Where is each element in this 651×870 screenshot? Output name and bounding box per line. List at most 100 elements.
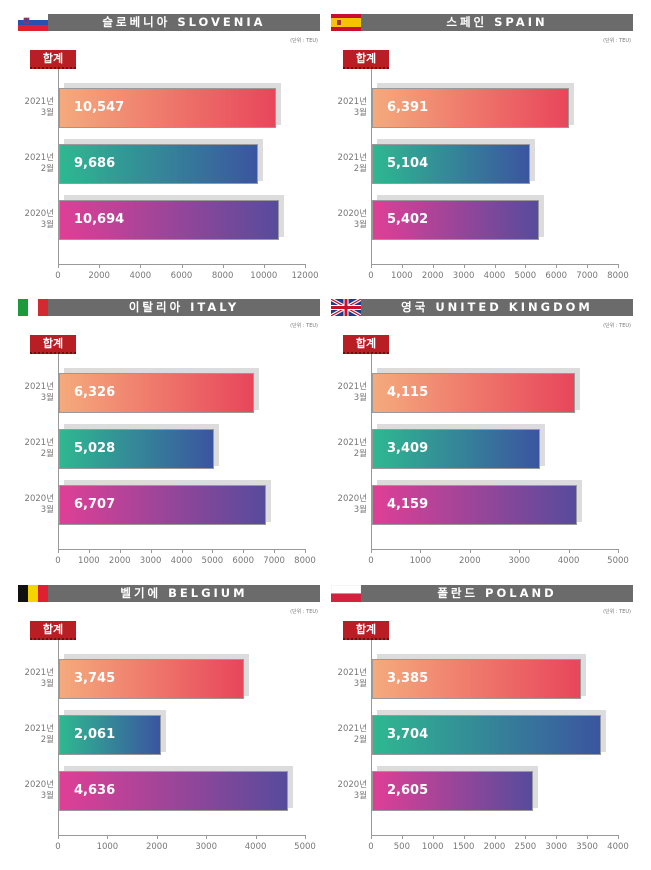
x-tick [274,549,276,553]
x-tick [494,835,496,839]
category-year: 2021년 [337,668,367,678]
x-tick [556,835,558,839]
chart-panel-uk: 영국 UNITED KINGDOM (단위 : TEU) 합계 0 1000 200… [331,299,633,584]
x-tick-label: 5000 [514,271,537,281]
category-year: 2021년 [24,153,54,163]
bar-value-label: 2,605 [387,783,429,798]
bar [372,771,533,811]
unit-label: (단위 : TEU) [603,609,631,615]
bar [59,429,215,469]
x-tick-label: 4000 [557,556,580,566]
x-tick-label: 1000 [78,556,100,566]
category-label: 2021년 2월 [18,724,54,746]
x-tick-label: 7000 [576,271,598,281]
unit-label: (단위 : TEU) [290,609,318,615]
bar [59,373,255,413]
bar [372,659,582,699]
chart-title: 슬로베니아 SLOVENIA [48,14,320,31]
x-tick [181,549,183,553]
bar [59,659,244,699]
x-tick [618,264,619,268]
category-label: 2021년 3월 [18,97,54,119]
x-tick [469,549,471,553]
x-tick-label: 10000 [250,271,278,281]
chart-panel-poland: 폴란드 POLAND (단위 : TEU) 합계 0 500 1000 1500 200… [331,585,633,870]
x-tick [494,264,496,268]
x-tick-label: 1000 [391,271,413,281]
x-tick [263,264,265,268]
category-year: 2021년 [24,382,54,392]
x-tick-label: 0 [55,271,61,281]
category-label: 2020년 3월 [331,209,367,231]
bar-value-label: 6,326 [74,385,116,400]
chart-panel-italy: 이탈리아 ITALY (단위 : TEU) 합계 0 1000 2000 3000 40… [18,299,320,584]
x-tick-label: 0 [55,556,61,566]
category-year: 2021년 [337,382,367,392]
x-tick-label: 3000 [452,271,475,281]
x-tick [305,549,306,553]
category-label: 2021년 2월 [18,438,54,460]
x-tick-label: 4000 [244,842,267,852]
total-badge: 합계 [30,621,76,640]
category-year: 2020년 [24,494,54,504]
x-tick [222,264,224,268]
x-axis-line [58,835,305,836]
total-badge: 합계 [30,50,76,69]
x-tick-label: 0 [368,842,374,852]
bar [59,144,259,184]
category-label: 2021년 2월 [18,153,54,175]
x-tick [525,264,527,268]
x-tick [587,835,589,839]
x-tick-label: 2000 [88,271,110,281]
unit-label: (단위 : TEU) [290,38,318,44]
category-label: 2020년 3월 [18,209,54,231]
x-tick-label: 12000 [291,271,319,281]
x-tick [305,835,306,839]
total-badge: 합계 [343,335,389,354]
x-tick-label: 3000 [508,556,531,566]
x-tick [107,835,109,839]
bar-value-label: 6,707 [74,497,116,512]
category-month: 2월 [40,449,54,459]
x-tick-label: 2000 [108,556,131,566]
x-tick [119,549,121,553]
x-tick [519,549,521,553]
x-tick [255,835,257,839]
category-year: 2021년 [337,724,367,734]
uk-flag-icon [331,299,361,316]
category-year: 2021년 [337,97,367,107]
bar-value-label: 4,115 [387,385,429,400]
category-year: 2021년 [337,438,367,448]
italy-flag-icon [18,299,48,316]
poland-flag-icon [331,585,361,602]
bar-value-label: 5,028 [74,441,116,456]
x-tick-label: 3000 [545,842,568,852]
x-tick-label: 2000 [145,842,168,852]
x-tick-label: 5000 [294,842,316,852]
x-tick-label: 8000 [607,271,629,281]
bar-value-label: 3,745 [74,671,116,686]
category-month: 3월 [353,679,367,689]
bar [372,88,570,128]
category-year: 2020년 [337,494,367,504]
bar-value-label: 5,104 [387,156,429,171]
x-tick [58,264,59,268]
bar-value-label: 3,409 [387,441,429,456]
category-month: 3월 [40,679,54,689]
x-tick [463,264,465,268]
y-axis-line [371,354,372,550]
bar-value-label: 2,061 [74,727,116,742]
y-axis-line [58,354,59,550]
x-tick [587,264,589,268]
x-tick-label: 4000 [607,842,629,852]
chart-title: 폴란드 POLAND [361,585,633,602]
x-tick [206,835,208,839]
category-year: 2020년 [337,780,367,790]
category-month: 3월 [40,791,54,801]
category-month: 3월 [353,393,367,403]
slovenia-flag-icon [18,14,48,31]
unit-label: (단위 : TEU) [603,323,631,329]
x-tick [420,549,422,553]
x-tick-label: 5000 [201,556,224,566]
category-label: 2020년 3월 [18,494,54,516]
